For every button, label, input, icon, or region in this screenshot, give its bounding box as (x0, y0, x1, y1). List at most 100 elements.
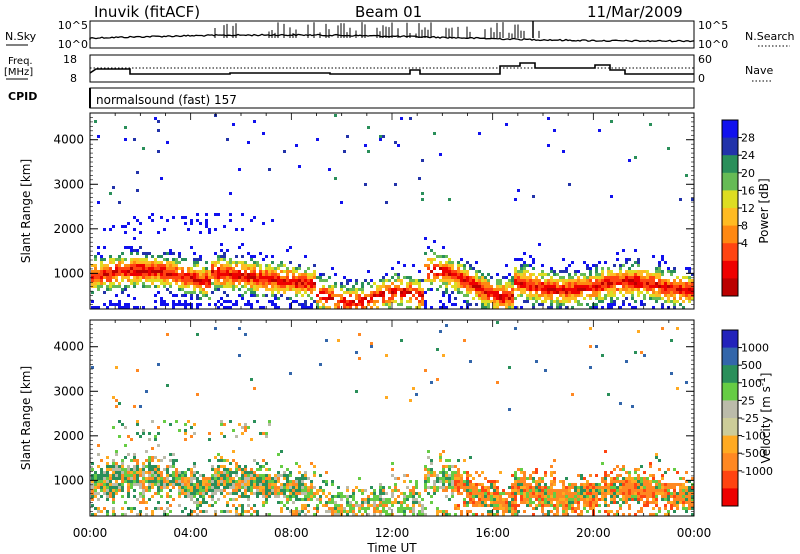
data-cell (118, 264, 121, 267)
data-cell (106, 273, 109, 276)
data-cell (541, 510, 544, 513)
data-cell (226, 261, 229, 264)
data-cell (124, 480, 127, 483)
data-cell (142, 477, 145, 480)
data-cell (577, 285, 580, 288)
data-cell (223, 510, 226, 513)
data-cell (358, 489, 361, 492)
data-cell (154, 468, 157, 471)
data-cell (130, 474, 133, 477)
data-cell (94, 273, 97, 276)
data-cell (136, 480, 139, 483)
data-cell (577, 507, 580, 510)
data-cell (526, 264, 529, 267)
data-cell (466, 270, 469, 273)
data-cell (307, 285, 310, 288)
data-cell (226, 306, 229, 309)
data-cell (196, 489, 199, 492)
data-cell (244, 426, 247, 429)
data-cell (109, 270, 112, 273)
data-cell (280, 483, 283, 486)
data-cell (652, 474, 655, 477)
data-cell (436, 348, 439, 351)
data-cell (535, 507, 538, 510)
data-cell (205, 480, 208, 483)
data-cell (115, 294, 118, 297)
data-cell (253, 510, 256, 513)
data-cell (688, 282, 691, 285)
data-cell (532, 480, 535, 483)
colorbar-swatch (722, 453, 738, 472)
data-cell (484, 501, 487, 504)
data-cell (466, 261, 469, 264)
data-cell (496, 279, 499, 282)
data-cell (250, 507, 253, 510)
data-cell (127, 468, 130, 471)
data-cell (580, 285, 583, 288)
data-cell (124, 138, 127, 141)
colorbar-swatch (722, 418, 738, 437)
data-cell (265, 480, 268, 483)
data-cell (478, 285, 481, 288)
data-cell (106, 285, 109, 288)
data-cell (163, 258, 166, 261)
data-cell (505, 123, 508, 126)
data-cell (400, 501, 403, 504)
data-cell (523, 291, 526, 294)
data-cell (661, 288, 664, 291)
data-cell (148, 285, 151, 288)
data-cell (130, 246, 133, 249)
data-cell (172, 486, 175, 489)
data-cell (232, 279, 235, 282)
data-cell (154, 117, 157, 120)
data-cell (289, 498, 292, 501)
data-cell (121, 474, 124, 477)
data-cell (91, 270, 94, 273)
data-cell (292, 273, 295, 276)
data-cell (631, 276, 634, 279)
data-cell (199, 276, 202, 279)
data-cell (508, 510, 511, 513)
data-cell (280, 270, 283, 273)
data-cell (325, 279, 328, 282)
data-cell (637, 285, 640, 288)
data-cell (175, 420, 178, 423)
data-cell (628, 489, 631, 492)
data-cell (232, 483, 235, 486)
data-cell (649, 489, 652, 492)
data-cell (151, 213, 154, 216)
data-cell (412, 282, 415, 285)
data-cell (640, 507, 643, 510)
data-cell (130, 261, 133, 264)
data-cell (451, 465, 454, 468)
data-cell (595, 495, 598, 498)
data-cell (361, 303, 364, 306)
data-cell (250, 489, 253, 492)
data-cell (229, 282, 232, 285)
data-cell (112, 510, 115, 513)
data-cell (196, 219, 199, 222)
data-cell (514, 327, 517, 330)
data-cell (508, 306, 511, 309)
data-cell (649, 282, 652, 285)
data-cell (589, 474, 592, 477)
data-cell (235, 273, 238, 276)
data-cell (451, 477, 454, 480)
data-cell (472, 288, 475, 291)
data-cell (628, 270, 631, 273)
data-cell (271, 303, 274, 306)
data-cell (310, 495, 313, 498)
data-cell (331, 288, 334, 291)
data-cell (310, 462, 313, 465)
data-cell (574, 498, 577, 501)
data-cell (364, 507, 367, 510)
x-tick-label: 00:00 (73, 526, 108, 540)
data-cell (481, 471, 484, 474)
data-cell (472, 486, 475, 489)
data-cell (385, 201, 388, 204)
data-cell (508, 366, 511, 369)
data-cell (256, 486, 259, 489)
data-cell (526, 501, 529, 504)
data-cell (193, 489, 196, 492)
data-cell (490, 480, 493, 483)
